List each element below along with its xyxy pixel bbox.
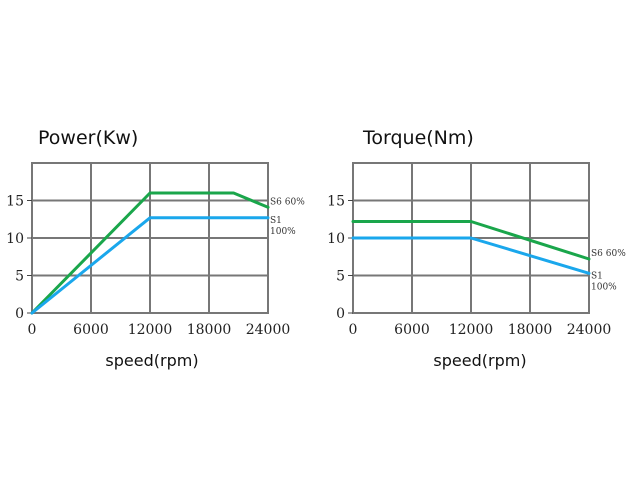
power-chart-title: Power(Kw) xyxy=(38,127,138,149)
torque-x-tick-label: 24000 xyxy=(567,322,612,338)
torque-series-s1-label: S1 100% xyxy=(591,271,617,292)
power-x-tick-label: 6000 xyxy=(73,322,109,338)
torque-series-s1-line xyxy=(351,236,591,275)
power-y-tick-label: 0 xyxy=(15,306,24,322)
power-y-tick-label: 10 xyxy=(6,231,24,247)
power-series-s6-label-line: S6 60% xyxy=(270,197,305,207)
power-series-s1-label-line: 100% xyxy=(270,227,296,237)
torque-series-s6-label-line: S6 60% xyxy=(591,249,626,259)
torque-series-s6-label: S6 60% xyxy=(591,249,626,259)
torque-y-tick-label: 0 xyxy=(336,306,345,322)
power-x-tick-label: 18000 xyxy=(187,322,232,338)
torque-x-tick-label: 18000 xyxy=(508,322,553,338)
torque-chart-title: Torque(Nm) xyxy=(362,127,474,149)
torque-y-tick-label: 5 xyxy=(336,269,345,285)
torque-x-tick-label: 12000 xyxy=(449,322,494,338)
torque-chart: Torque(Nm) speed(rpm) 0 5 10 15 0 6000 12000 18… xyxy=(327,127,626,370)
power-y-tick-label: 15 xyxy=(6,194,24,210)
power-series-s1-line xyxy=(30,216,270,315)
power-chart: Power(Kw) speed(rpm) 0 5 10 15 0 6000 12000 180… xyxy=(6,127,305,370)
power-series-s6-line xyxy=(30,191,270,315)
power-y-tick-label: 5 xyxy=(15,269,24,285)
power-series-s1-label-line: S1 xyxy=(270,216,282,226)
torque-x-tick-label: 0 xyxy=(349,322,358,338)
torque-y-tick-label: 15 xyxy=(327,194,345,210)
power-series-s1-label: S1 100% xyxy=(270,216,296,237)
power-series-s6-label: S6 60% xyxy=(270,197,305,207)
power-chart-x-axis-label: speed(rpm) xyxy=(105,351,198,370)
power-x-tick-label: 24000 xyxy=(246,322,291,338)
power-x-tick-label: 0 xyxy=(28,322,37,338)
torque-y-tick-label: 10 xyxy=(327,231,345,247)
torque-series-s6-line xyxy=(351,220,591,261)
torque-chart-x-axis-label: speed(rpm) xyxy=(433,351,526,370)
power-x-tick-label: 12000 xyxy=(128,322,173,338)
torque-series-s1-label-line: S1 xyxy=(591,271,603,281)
torque-x-tick-label: 6000 xyxy=(394,322,430,338)
torque-series-s1-label-line: 100% xyxy=(591,282,617,292)
